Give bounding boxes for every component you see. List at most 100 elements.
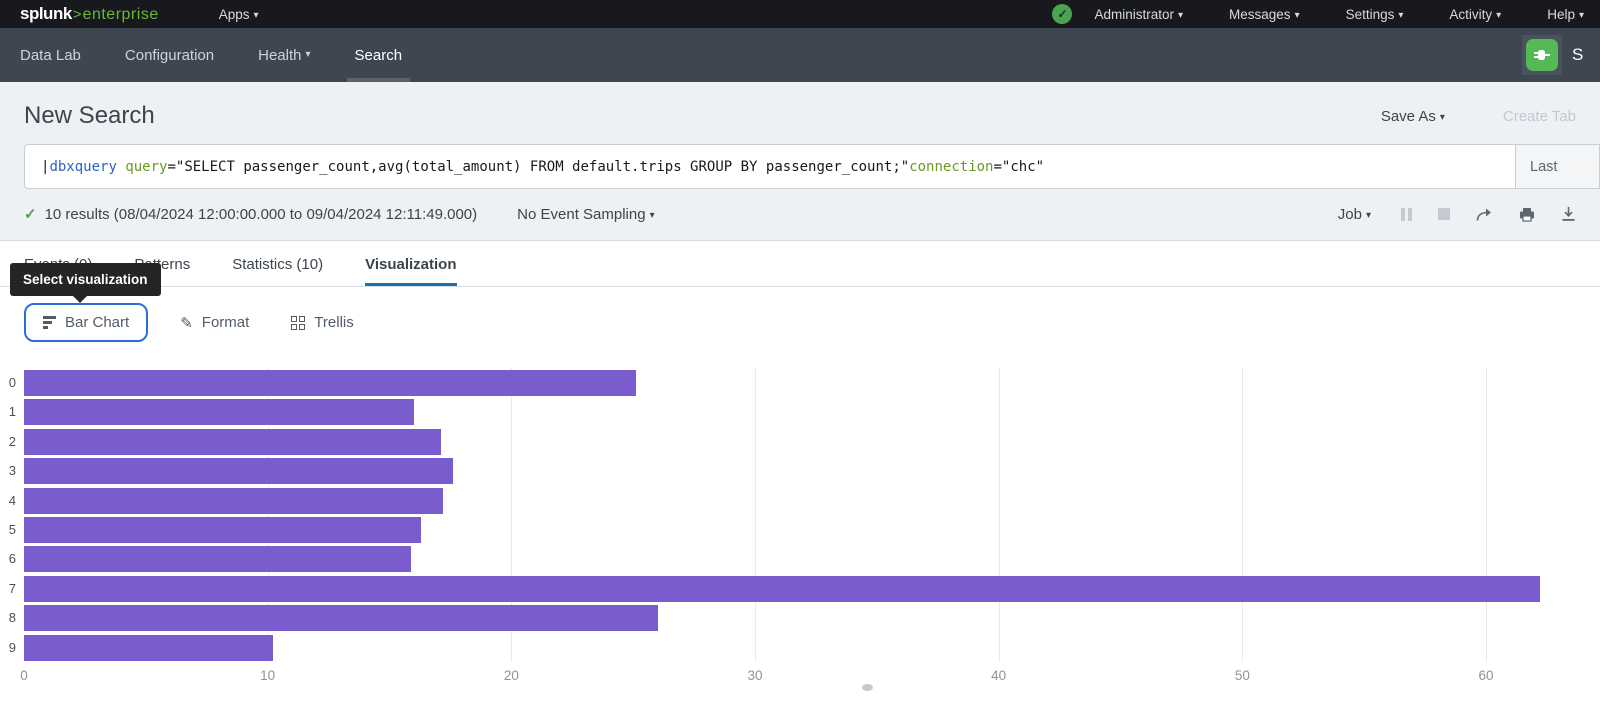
x-gridline xyxy=(1242,368,1244,662)
x-axis-tick-label: 20 xyxy=(503,668,519,683)
chevron-down-icon: ▾ xyxy=(649,209,655,221)
bar-row: 3 xyxy=(0,458,1600,485)
logo-brand: splunk xyxy=(20,4,72,23)
bar-row: 7 xyxy=(0,575,1600,602)
bar-row: 9 xyxy=(0,634,1600,661)
bar-chart-icon xyxy=(43,316,56,329)
results-summary: 10 results (08/04/2024 12:00:00.000 to 0… xyxy=(44,205,478,223)
chevron-down-icon: ▾ xyxy=(1439,111,1445,123)
query-param2-name: connection xyxy=(909,158,994,175)
bar[interactable] xyxy=(24,458,453,485)
tab-visualization[interactable]: Visualization xyxy=(365,241,457,286)
bar[interactable] xyxy=(24,517,422,543)
y-axis-category-label: 3 xyxy=(8,463,16,479)
bar[interactable] xyxy=(24,487,444,514)
health-status-icon[interactable]: ✓ xyxy=(1052,4,1073,24)
search-query-input[interactable]: | dbxquery query ="SELECT passenger_count… xyxy=(25,145,1515,188)
bar-row: 4 xyxy=(0,487,1600,514)
y-axis-category-label: 9 xyxy=(8,639,16,655)
nav-item-health[interactable]: Health ▾ xyxy=(258,46,311,64)
chevron-down-icon: ▾ xyxy=(253,9,259,21)
help-menu[interactable]: Help ▾ xyxy=(1547,6,1584,22)
nav-item-search[interactable]: Search xyxy=(346,28,410,82)
bar-chart-panel: 0 10 20 30 40 50 60 0 1 2 3 4 5 6 7 8 9 xyxy=(0,368,1600,698)
bar[interactable] xyxy=(24,546,412,573)
logo-gt: > xyxy=(72,6,82,23)
y-axis-category-label: 6 xyxy=(8,551,16,567)
bar-row: 0 xyxy=(0,370,1600,396)
query-command: dbxquery xyxy=(49,158,117,175)
pencil-icon: ✎ xyxy=(180,314,193,332)
x-axis-tick-label: 40 xyxy=(991,668,1007,683)
plug-icon xyxy=(1526,39,1558,71)
y-axis-category-label: 7 xyxy=(8,580,16,596)
bar-row: 2 xyxy=(0,428,1600,455)
results-status-row: ✓ 10 results (08/04/2024 12:00:00.000 to… xyxy=(0,189,1600,240)
y-axis-category-label: 8 xyxy=(8,610,16,626)
format-button[interactable]: ✎ Format xyxy=(180,304,250,341)
bar-chart: 0 10 20 30 40 50 60 0 1 2 3 4 5 6 7 8 9 xyxy=(0,368,1600,683)
bar[interactable] xyxy=(24,370,636,396)
y-axis-category-label: 4 xyxy=(8,492,16,508)
time-range-picker[interactable]: Last xyxy=(1515,145,1599,188)
bar[interactable] xyxy=(24,399,414,426)
settings-menu[interactable]: Settings ▾ xyxy=(1345,6,1404,22)
bar[interactable] xyxy=(24,634,273,661)
account-menu[interactable]: Administrator ▾ xyxy=(1094,6,1184,22)
bar-row: 5 xyxy=(0,517,1600,543)
bar[interactable] xyxy=(24,428,441,455)
messages-menu[interactable]: Messages ▾ xyxy=(1229,6,1300,22)
bar[interactable] xyxy=(24,575,1540,602)
chart-type-picker-button[interactable]: Bar Chart xyxy=(24,303,149,342)
y-axis-category-label: 1 xyxy=(8,404,16,420)
select-visualization-tooltip: Select visualization xyxy=(10,263,161,303)
save-as-button[interactable]: Save As ▾ xyxy=(1380,107,1445,125)
app-nav-bar: Data Lab Configuration Health ▾ Search S xyxy=(0,28,1600,82)
share-job-icon[interactable] xyxy=(1476,207,1493,222)
stop-job-icon xyxy=(1438,208,1450,220)
y-axis-category-label: 2 xyxy=(8,433,16,449)
chevron-down-icon: ▾ xyxy=(1294,9,1300,21)
job-menu[interactable]: Job ▾ xyxy=(1337,205,1371,223)
x-axis-tick-label: 50 xyxy=(1234,668,1250,683)
x-axis-tick-label: 60 xyxy=(1478,668,1494,683)
activity-menu[interactable]: Activity ▾ xyxy=(1449,6,1502,22)
scroll-indicator-dot xyxy=(862,684,873,691)
app-name-label: S xyxy=(1572,45,1584,64)
bar-row: 6 xyxy=(0,546,1600,573)
apps-menu[interactable]: Apps ▾ xyxy=(218,6,259,22)
x-gridline xyxy=(267,368,269,662)
search-header: New Search Save As ▾ Create Tab | dbxquer… xyxy=(0,82,1600,241)
bar[interactable] xyxy=(24,605,658,632)
db-connect-app-icon[interactable] xyxy=(1522,35,1562,75)
x-gridline xyxy=(511,368,513,662)
event-sampling-menu[interactable]: No Event Sampling ▾ xyxy=(517,205,655,223)
top-nav-bar: splunk > enterprise Apps ▾ ✓ Administrator ▾… xyxy=(0,0,1600,28)
visualization-toolbar: Bar Chart ✎ Format Trellis xyxy=(0,287,1600,342)
query-param-name: query xyxy=(125,158,168,175)
trellis-button[interactable]: Trellis xyxy=(291,305,354,340)
print-icon[interactable] xyxy=(1519,207,1535,222)
create-table-view-button[interactable]: Create Tab xyxy=(1502,107,1576,125)
chevron-down-icon: ▾ xyxy=(1578,9,1584,21)
query-param2-value: ="chc" xyxy=(993,158,1045,175)
trellis-grid-icon xyxy=(291,315,306,330)
tab-statistics[interactable]: Statistics (10) xyxy=(232,256,324,273)
pause-job-icon xyxy=(1401,207,1412,221)
x-gridline xyxy=(1486,368,1487,662)
splunk-logo[interactable]: splunk > enterprise xyxy=(20,4,159,24)
x-gridline xyxy=(998,368,1000,662)
chevron-down-icon: ▾ xyxy=(1365,209,1371,221)
chevron-down-icon: ▾ xyxy=(305,48,311,60)
nav-item-data-lab[interactable]: Data Lab xyxy=(20,46,81,64)
x-axis-tick-label: 10 xyxy=(260,668,276,683)
nav-item-configuration[interactable]: Configuration xyxy=(124,46,215,64)
export-icon[interactable] xyxy=(1561,206,1576,222)
y-axis-category-label: 5 xyxy=(8,522,16,537)
chevron-down-icon: ▾ xyxy=(1496,9,1502,21)
query-pipe: | xyxy=(41,158,50,175)
results-tabs: Events (0) Patterns Statistics (10) Visu… xyxy=(0,241,1600,287)
y-axis-category-label: 0 xyxy=(8,375,16,390)
bar-row: 8 xyxy=(0,605,1600,632)
x-gridline xyxy=(755,368,756,662)
